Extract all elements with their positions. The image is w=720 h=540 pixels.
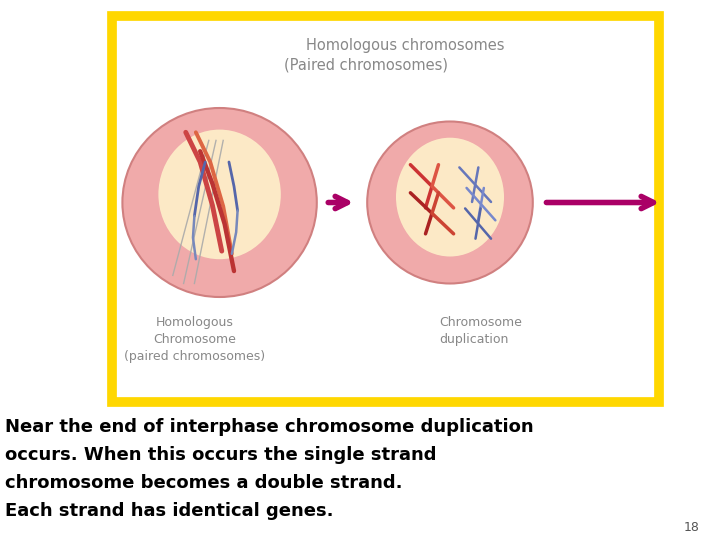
Bar xyxy=(112,16,659,402)
Text: Each strand has identical genes.: Each strand has identical genes. xyxy=(5,502,333,520)
Text: Homologous: Homologous xyxy=(156,316,233,329)
Text: chromosome becomes a double strand.: chromosome becomes a double strand. xyxy=(5,474,402,492)
Text: Near the end of interphase chromosome duplication: Near the end of interphase chromosome du… xyxy=(5,418,534,436)
Text: Homologous chromosomes: Homologous chromosomes xyxy=(306,38,505,53)
Ellipse shape xyxy=(367,122,533,284)
Ellipse shape xyxy=(122,108,317,297)
Text: Chromosome: Chromosome xyxy=(439,316,522,329)
Text: (paired chromosomes): (paired chromosomes) xyxy=(124,350,265,363)
Text: Chromosome: Chromosome xyxy=(153,333,236,346)
Ellipse shape xyxy=(158,130,281,259)
Ellipse shape xyxy=(396,138,504,256)
Text: 18: 18 xyxy=(684,521,700,534)
Text: occurs. When this occurs the single strand: occurs. When this occurs the single stra… xyxy=(5,446,436,464)
Text: (Paired chromosomes): (Paired chromosomes) xyxy=(284,57,449,72)
Text: duplication: duplication xyxy=(439,333,508,346)
